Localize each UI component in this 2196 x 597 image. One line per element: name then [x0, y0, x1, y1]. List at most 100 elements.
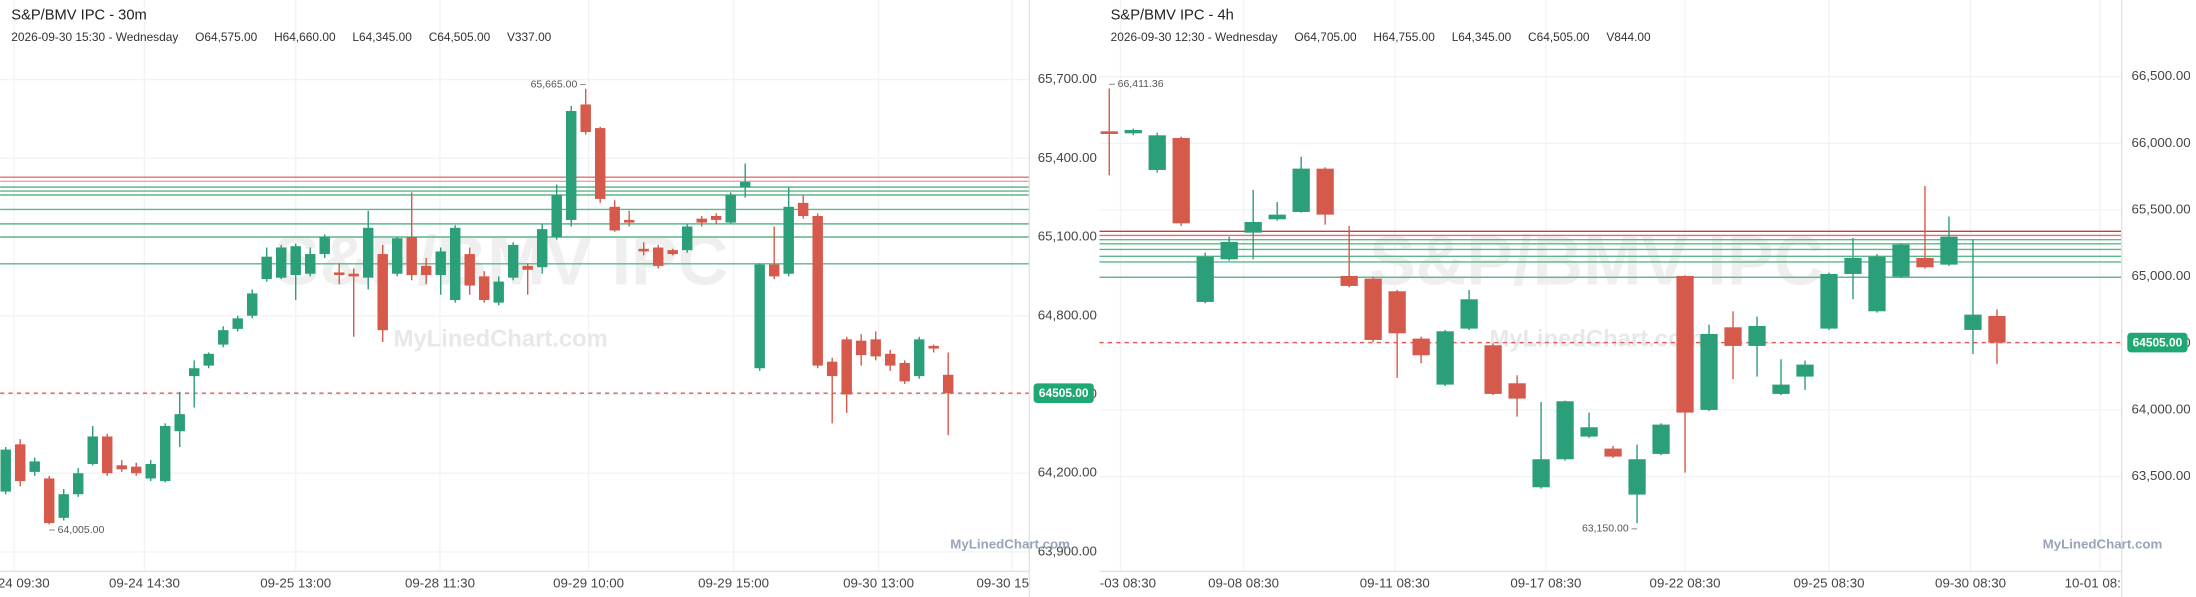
y-tick-label: 64,200.00: [1038, 465, 1097, 480]
candle-body: [73, 473, 84, 495]
candle-body: [1772, 384, 1790, 394]
watermark-site: MyLinedChart.com: [394, 326, 608, 353]
candle-body: [1988, 315, 2006, 343]
candle-body: [1964, 314, 1982, 330]
candle-body: [188, 368, 200, 377]
candle-body: [1940, 236, 1958, 265]
x-tick-label: 09-08 08:30: [1208, 575, 1279, 590]
last-price-box: [2127, 332, 2188, 353]
candle-body: [348, 273, 359, 277]
candle-body: [449, 227, 461, 300]
candle-body: [1844, 257, 1862, 274]
candle-body: [464, 254, 475, 286]
candle-body: [377, 254, 388, 331]
candle-body: [1340, 275, 1358, 286]
candle-body: [507, 244, 519, 278]
watermark: S&P/BMV IPC: [1369, 222, 1824, 300]
chart-title: S&P/BMV IPC - 4h: [1111, 7, 1234, 23]
candle-body: [812, 216, 823, 366]
candle-body: [913, 339, 925, 377]
candle-body: [1604, 448, 1622, 457]
extreme-label: 63,150.00: [1582, 523, 1629, 535]
candle-body: [1100, 131, 1118, 134]
candle-body: [1460, 299, 1478, 329]
x-tick-label: 09-24 09:30: [0, 575, 50, 590]
candle-body: [1796, 364, 1814, 377]
y-tick-label: 66,000.00: [2132, 135, 2191, 150]
candle-body: [1652, 424, 1670, 454]
candle-body: [884, 353, 896, 366]
candle-body: [667, 250, 678, 255]
candle-body: [1292, 168, 1310, 212]
x-tick-label: 09-11 08:30: [1360, 575, 1430, 590]
extreme-label: 66,411.36: [1118, 78, 1164, 90]
candle-body: [696, 218, 707, 223]
chart-subtitle: 2026-09-30 15:30 - Wednesday: [11, 30, 178, 44]
chart-panel: S&P/BMV IPC MyLinedChart.com 66,411.36 63,1…: [1099, 0, 2122, 590]
candle-body: [275, 247, 287, 278]
y-tick-label: 65,100.00: [1038, 229, 1097, 244]
candle-body: [870, 339, 881, 357]
candle-body: [101, 436, 113, 474]
chart-panel: S&P/BMV IPCMyLinedChart.com65,665.0064,0…: [0, 0, 1047, 590]
candle-body: [391, 238, 403, 274]
candle-body: [1556, 401, 1574, 460]
candle-body: [203, 353, 214, 366]
ohlcv-label: V337.00: [507, 30, 552, 44]
candle-body: [1916, 257, 1934, 268]
x-tick-label: 09-17 08:30: [1510, 575, 1581, 590]
y-tick-label: 65,400.00: [1038, 150, 1097, 165]
candle-body: [1244, 221, 1262, 233]
candle-body: [1316, 168, 1334, 215]
candle-body: [768, 264, 780, 277]
x-tick-label: 09-30 13:00: [843, 575, 914, 590]
candle-body: [797, 202, 809, 217]
candle-body: [1484, 345, 1502, 394]
candle-body: [304, 254, 316, 274]
watermark-site: MyLinedChart.com: [1489, 326, 1703, 353]
candle-body: [739, 181, 751, 188]
candle-body: [58, 494, 69, 518]
candle-body: [1700, 333, 1718, 410]
candle-body: [130, 466, 142, 474]
last-price-label: 64505.00: [2133, 335, 2183, 349]
candle-body: [551, 195, 562, 238]
candle-body: [899, 362, 910, 382]
ohlcv-label: O64,705.00: [1294, 30, 1357, 44]
candle-body: [261, 256, 272, 279]
candle-body: [1220, 241, 1238, 260]
candle-body: [783, 206, 794, 274]
candle-body: [362, 227, 374, 278]
candle-body: [406, 237, 417, 276]
extreme-label: 65,665.00: [531, 78, 578, 90]
candle-body: [232, 318, 243, 329]
candle-body: [15, 444, 26, 482]
candle-body: [1436, 331, 1454, 385]
candle-body: [1892, 244, 1910, 277]
y-tick-label: 63,900.00: [1038, 543, 1097, 558]
candle-body: [1148, 135, 1166, 170]
candle-body: [1388, 291, 1406, 334]
candle-body: [1868, 256, 1886, 312]
y-tick-label: 65,700.00: [1038, 71, 1097, 86]
candle-body: [841, 339, 852, 395]
footer-brand: MyLinedChart.com: [2043, 536, 2163, 551]
y-tick-label: 64,000.00: [2132, 401, 2191, 416]
candle-body: [333, 272, 345, 276]
candle-body: [246, 293, 258, 316]
x-tick-label: 09-30 15:30: [976, 575, 1047, 590]
ohlcv-label: H64,660.00: [274, 30, 336, 44]
x-tick-label: 09-28 11:30: [405, 575, 475, 590]
candle-body: [116, 465, 127, 470]
candle-body: [1532, 459, 1550, 488]
candle-body: [44, 478, 55, 524]
last-price-box: [1033, 383, 1094, 403]
ohlcv-label: L64,345.00: [1452, 30, 1512, 44]
candle-body: [942, 374, 954, 394]
candle-body: [1628, 459, 1646, 495]
chart-title: S&P/BMV IPC - 30m: [11, 7, 147, 23]
x-tick-label: 09-30 08:30: [1935, 575, 2006, 590]
candle-body: [1676, 275, 1694, 413]
x-tick-label: 09-24 14:30: [109, 575, 180, 590]
